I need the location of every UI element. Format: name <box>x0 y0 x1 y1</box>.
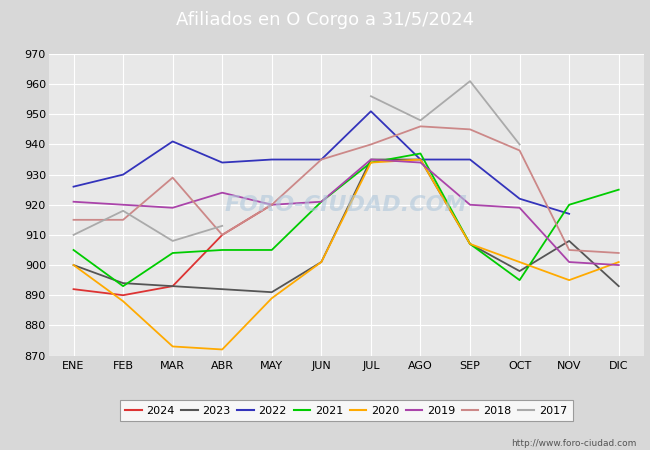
2020 <box>317 259 325 265</box>
2019 <box>169 205 177 211</box>
2019 <box>566 259 573 265</box>
2019 <box>466 202 474 207</box>
2020 <box>615 259 623 265</box>
2022 <box>417 157 424 162</box>
2018 <box>367 142 375 147</box>
2023 <box>367 157 375 162</box>
2018 <box>119 217 127 223</box>
2018 <box>466 127 474 132</box>
2023 <box>417 157 424 162</box>
Text: Afiliados en O Corgo a 31/5/2024: Afiliados en O Corgo a 31/5/2024 <box>176 11 474 29</box>
2017 <box>218 223 226 229</box>
2021 <box>70 247 77 252</box>
2021 <box>268 247 276 252</box>
2022 <box>119 172 127 177</box>
2022 <box>218 160 226 165</box>
2021 <box>169 250 177 256</box>
Legend: 2024, 2023, 2022, 2021, 2020, 2019, 2018, 2017: 2024, 2023, 2022, 2021, 2020, 2019, 2018… <box>120 400 573 421</box>
2020 <box>218 347 226 352</box>
2023 <box>268 289 276 295</box>
2023 <box>70 262 77 268</box>
2018 <box>566 247 573 252</box>
2021 <box>367 160 375 165</box>
2021 <box>615 187 623 193</box>
Line: 2023: 2023 <box>73 160 619 292</box>
2023 <box>119 280 127 286</box>
Line: 2018: 2018 <box>73 126 619 253</box>
2017 <box>169 238 177 243</box>
2022 <box>317 157 325 162</box>
2024 <box>218 232 226 238</box>
2022 <box>169 139 177 144</box>
2021 <box>317 199 325 204</box>
Line: 2017: 2017 <box>73 211 222 241</box>
2020 <box>466 241 474 247</box>
2021 <box>119 284 127 289</box>
2023 <box>466 241 474 247</box>
2021 <box>566 202 573 207</box>
2022 <box>566 211 573 216</box>
2020 <box>169 344 177 349</box>
2020 <box>367 160 375 165</box>
2018 <box>268 202 276 207</box>
2019 <box>615 262 623 268</box>
2023 <box>515 268 523 274</box>
2023 <box>615 284 623 289</box>
2022 <box>367 108 375 114</box>
2018 <box>218 232 226 238</box>
2019 <box>367 157 375 162</box>
2020 <box>70 262 77 268</box>
2018 <box>615 250 623 256</box>
2019 <box>417 160 424 165</box>
2019 <box>218 190 226 195</box>
2023 <box>169 284 177 289</box>
2018 <box>169 175 177 180</box>
Text: FORO-CIUDAD.COM: FORO-CIUDAD.COM <box>225 195 467 215</box>
2021 <box>466 241 474 247</box>
2020 <box>119 298 127 304</box>
2019 <box>70 199 77 204</box>
2022 <box>70 184 77 189</box>
Line: 2024: 2024 <box>73 205 272 295</box>
2023 <box>317 259 325 265</box>
2021 <box>218 247 226 252</box>
2021 <box>515 277 523 283</box>
2024 <box>169 284 177 289</box>
2022 <box>466 157 474 162</box>
2024 <box>70 287 77 292</box>
2018 <box>417 124 424 129</box>
2023 <box>566 238 573 243</box>
Line: 2019: 2019 <box>73 160 619 265</box>
Line: 2022: 2022 <box>73 111 569 214</box>
2019 <box>317 199 325 204</box>
Line: 2020: 2020 <box>73 160 619 350</box>
2024 <box>119 292 127 298</box>
2018 <box>70 217 77 223</box>
2020 <box>417 157 424 162</box>
2017 <box>70 232 77 238</box>
2019 <box>268 202 276 207</box>
2018 <box>317 157 325 162</box>
2020 <box>566 277 573 283</box>
2022 <box>515 196 523 202</box>
2023 <box>218 287 226 292</box>
2022 <box>268 157 276 162</box>
2017 <box>119 208 127 213</box>
2024 <box>268 202 276 207</box>
2020 <box>515 259 523 265</box>
2021 <box>417 151 424 156</box>
Text: http://www.foro-ciudad.com: http://www.foro-ciudad.com <box>512 439 637 448</box>
2020 <box>268 296 276 301</box>
Line: 2021: 2021 <box>73 153 619 286</box>
2019 <box>119 202 127 207</box>
2018 <box>515 148 523 153</box>
2019 <box>515 205 523 211</box>
